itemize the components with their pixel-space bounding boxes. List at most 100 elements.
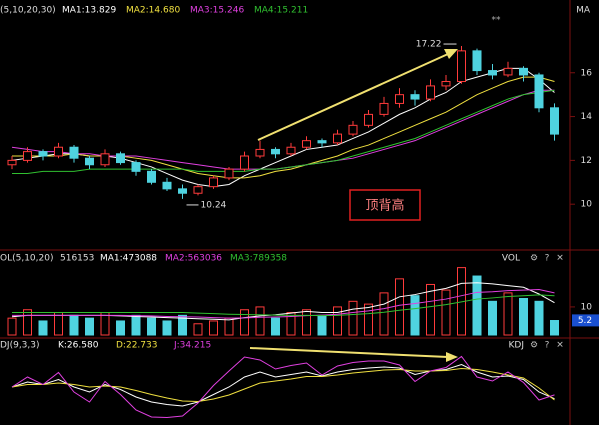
volume-bar <box>23 309 32 336</box>
volume-bar <box>131 314 141 336</box>
volume-bar <box>38 320 48 336</box>
legend-entry: MA4:15.211 <box>254 6 308 16</box>
legend-entry: D:22.733 <box>116 341 157 351</box>
volume-bar <box>147 317 156 336</box>
candle-body <box>302 140 311 148</box>
candle-body <box>472 50 482 72</box>
y-tick-label: 10 <box>581 302 593 312</box>
volume-bar <box>333 306 342 336</box>
candle-body <box>441 81 451 87</box>
candle-body <box>209 177 218 188</box>
volume-bar <box>69 314 79 336</box>
volume-bar <box>286 312 296 336</box>
indicator-label: OL(5,10,20) <box>0 254 53 264</box>
candle-body <box>457 50 466 83</box>
legend-entry: MA1:13.829 <box>62 6 116 16</box>
legend-entry: MA2:14.680 <box>126 6 180 16</box>
volume-bar <box>395 278 404 336</box>
volume-bar <box>364 303 373 336</box>
indicator-label: (5,10,20,30) <box>0 6 56 16</box>
volume-bar <box>193 323 203 336</box>
corner-label: KDJ <box>509 341 525 351</box>
volume-bar <box>472 275 482 336</box>
candle-body <box>488 70 497 76</box>
volume-bar <box>503 292 513 336</box>
candle-body <box>426 85 435 100</box>
current-volume: 516153 <box>60 254 94 264</box>
volume-bar <box>7 317 17 336</box>
candle-body <box>240 155 249 170</box>
volume-bar <box>441 289 451 336</box>
volume-bar <box>550 320 559 336</box>
control-icon: ? <box>545 341 550 351</box>
ma-line <box>11 355 555 419</box>
legend-entry: MA3:15.246 <box>190 6 244 16</box>
candle-body <box>550 107 559 135</box>
legend-entry: MA2:563036 <box>165 254 222 264</box>
candle-body <box>116 153 125 164</box>
volume-bar <box>85 317 94 336</box>
ma-line <box>11 363 555 407</box>
high-label: 17.22 <box>416 40 442 50</box>
candle-body <box>69 146 79 159</box>
legend-entry: J:34.215 <box>173 341 211 351</box>
low-label: 10.24 <box>201 200 227 210</box>
volume-bar <box>224 317 234 336</box>
marks: ** <box>492 16 502 26</box>
note: 顶背高 <box>365 198 404 214</box>
volume-bar <box>116 320 125 336</box>
volume-bar <box>162 320 172 336</box>
candle-body <box>224 168 234 179</box>
legend-entry: MA1:473088 <box>100 254 157 264</box>
volume-bar <box>519 298 528 336</box>
candle-body <box>131 162 141 172</box>
candle-body <box>85 157 94 166</box>
candle-body <box>147 170 156 183</box>
arrow-head <box>444 49 458 59</box>
ma-line <box>12 89 555 175</box>
trend-arrow <box>249 347 449 358</box>
last-value: 5.2 <box>578 316 592 326</box>
volume-bar <box>240 309 249 336</box>
volume-bar <box>178 314 187 336</box>
volume-bar <box>302 309 311 336</box>
candle-body <box>255 148 265 157</box>
y-tick-label: 14 <box>581 112 593 122</box>
candle-body <box>410 94 420 100</box>
candle-body <box>395 94 404 104</box>
volume-bar <box>255 306 265 336</box>
volume-bar <box>426 283 435 336</box>
trend-arrow <box>257 53 449 141</box>
control-icon: ? <box>545 254 550 264</box>
corner-label: VOL <box>502 254 520 264</box>
candle-body <box>503 67 513 76</box>
control-icon: ⚙ <box>530 341 538 351</box>
volume-bar <box>534 300 544 336</box>
legend-entry: MA3:789358 <box>230 254 287 264</box>
volume-bar <box>488 300 497 336</box>
volume-bar <box>54 312 63 336</box>
volume-bar <box>209 320 218 336</box>
y-tick-label: 16 <box>581 68 593 78</box>
ma-line <box>12 294 555 317</box>
candle-body <box>379 102 389 115</box>
candle-body <box>54 146 63 157</box>
control-icon: ✕ <box>556 254 564 264</box>
candle-body <box>162 181 172 190</box>
candle-body <box>7 159 17 166</box>
control-icon: ⚙ <box>530 254 538 264</box>
control-icon: ✕ <box>556 341 564 351</box>
volume-bar <box>271 317 280 336</box>
arrow-head <box>446 352 458 362</box>
candle-body <box>317 140 327 144</box>
corner-label: MA <box>576 6 591 16</box>
candle-body <box>38 151 48 157</box>
volume-bar <box>348 300 358 336</box>
candle-body <box>333 133 342 144</box>
indicator-label: DJ(9,3,3) <box>0 341 40 351</box>
ma-line <box>12 289 555 319</box>
candle-body <box>271 148 280 155</box>
candle-body <box>348 124 358 135</box>
ma-line <box>11 367 555 403</box>
candle-body <box>364 113 373 126</box>
